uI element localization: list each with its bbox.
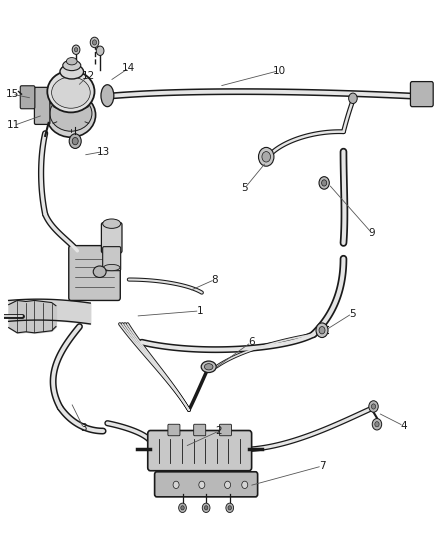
FancyBboxPatch shape bbox=[69, 246, 120, 301]
Circle shape bbox=[92, 40, 97, 45]
Circle shape bbox=[369, 401, 378, 412]
Ellipse shape bbox=[60, 64, 84, 79]
FancyBboxPatch shape bbox=[20, 86, 35, 109]
Text: 7: 7 bbox=[319, 461, 325, 471]
Text: 2: 2 bbox=[215, 426, 223, 436]
Circle shape bbox=[371, 404, 376, 409]
Circle shape bbox=[319, 176, 329, 189]
Ellipse shape bbox=[50, 96, 92, 131]
Circle shape bbox=[349, 93, 357, 103]
FancyBboxPatch shape bbox=[410, 82, 433, 107]
Ellipse shape bbox=[47, 71, 95, 112]
Text: 6: 6 bbox=[248, 337, 254, 347]
Ellipse shape bbox=[46, 93, 95, 137]
Ellipse shape bbox=[102, 219, 121, 228]
FancyBboxPatch shape bbox=[219, 424, 231, 436]
Circle shape bbox=[319, 327, 325, 334]
Text: 9: 9 bbox=[368, 228, 374, 238]
Text: 3: 3 bbox=[81, 423, 87, 433]
Circle shape bbox=[181, 506, 184, 510]
Circle shape bbox=[179, 503, 187, 513]
Circle shape bbox=[258, 148, 274, 166]
Circle shape bbox=[226, 503, 233, 513]
FancyBboxPatch shape bbox=[35, 87, 50, 124]
FancyBboxPatch shape bbox=[102, 247, 121, 271]
Ellipse shape bbox=[63, 60, 81, 71]
Circle shape bbox=[225, 481, 230, 488]
Text: 4: 4 bbox=[400, 421, 407, 431]
Text: 11: 11 bbox=[7, 120, 21, 131]
Circle shape bbox=[173, 481, 179, 488]
FancyBboxPatch shape bbox=[148, 431, 251, 471]
Circle shape bbox=[242, 481, 248, 488]
Ellipse shape bbox=[201, 361, 216, 373]
Circle shape bbox=[262, 151, 271, 162]
Circle shape bbox=[90, 37, 99, 47]
Text: 14: 14 bbox=[122, 63, 135, 73]
FancyBboxPatch shape bbox=[155, 472, 258, 497]
Circle shape bbox=[228, 506, 231, 510]
Circle shape bbox=[74, 47, 78, 52]
Text: 8: 8 bbox=[212, 274, 218, 285]
Ellipse shape bbox=[93, 266, 106, 278]
Text: 13: 13 bbox=[96, 147, 110, 157]
Circle shape bbox=[69, 134, 81, 149]
Text: 10: 10 bbox=[272, 66, 286, 76]
Circle shape bbox=[202, 503, 210, 513]
Circle shape bbox=[316, 323, 328, 337]
Circle shape bbox=[205, 506, 208, 510]
Circle shape bbox=[321, 180, 327, 186]
Ellipse shape bbox=[205, 364, 213, 370]
Text: 1: 1 bbox=[196, 306, 203, 316]
Circle shape bbox=[72, 138, 78, 145]
Ellipse shape bbox=[52, 77, 90, 108]
Text: 12: 12 bbox=[81, 71, 95, 81]
Circle shape bbox=[96, 46, 104, 55]
Ellipse shape bbox=[103, 264, 120, 271]
Text: 15: 15 bbox=[6, 89, 19, 99]
Circle shape bbox=[375, 422, 379, 427]
Text: 5: 5 bbox=[241, 183, 248, 193]
Circle shape bbox=[199, 481, 205, 488]
Circle shape bbox=[372, 418, 381, 430]
Text: 5: 5 bbox=[349, 309, 355, 319]
FancyBboxPatch shape bbox=[168, 424, 180, 436]
Ellipse shape bbox=[67, 58, 77, 65]
FancyBboxPatch shape bbox=[194, 424, 206, 436]
Circle shape bbox=[72, 45, 80, 54]
Ellipse shape bbox=[101, 85, 114, 107]
FancyBboxPatch shape bbox=[101, 223, 122, 253]
